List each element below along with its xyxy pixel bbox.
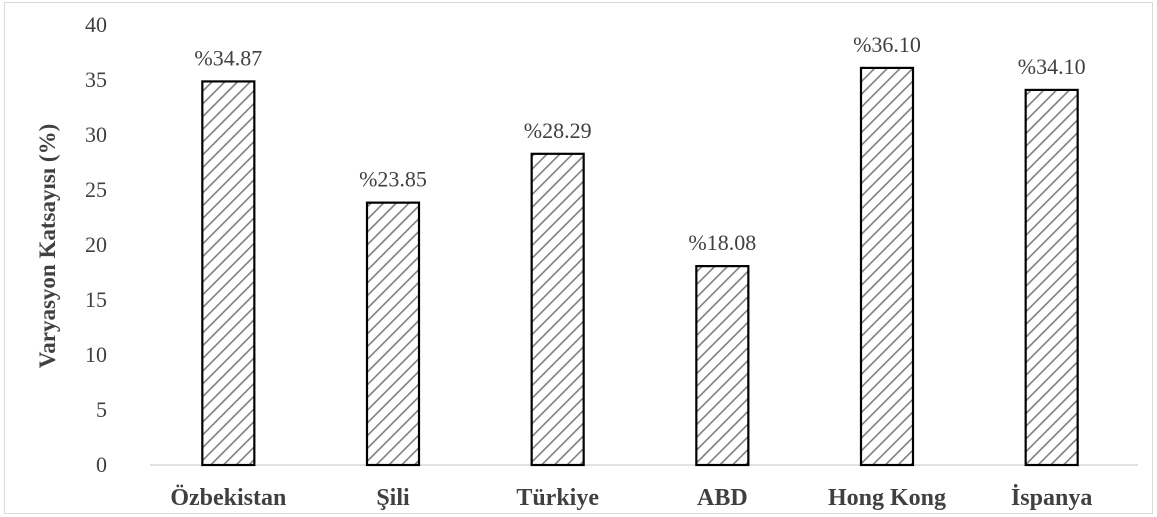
category-label: Özbekistan xyxy=(170,485,286,511)
y-axis-ticks: 0 5 10 15 20 25 30 35 40 xyxy=(85,12,107,477)
y-tick-label: 10 xyxy=(85,342,107,367)
data-label: %18.08 xyxy=(688,230,756,255)
category-label: İspanya xyxy=(1011,485,1092,511)
y-tick-label: 30 xyxy=(85,122,107,147)
category-labels: Özbekistan Şili Türkiye ABD Hong Kong İspanya xyxy=(170,485,1092,511)
y-tick-label: 40 xyxy=(85,12,107,37)
data-labels: %34.87 %23.85 %28.29 %18.08 %36.10 %34.10 xyxy=(194,32,1085,255)
y-axis-title: Varyasyon Katsayısı (%) xyxy=(35,124,60,369)
bars xyxy=(201,66,1079,467)
y-tick-label: 35 xyxy=(85,67,107,92)
bar xyxy=(365,201,421,467)
y-tick-label: 5 xyxy=(96,397,107,422)
category-label: Şili xyxy=(376,485,410,511)
data-label: %34.10 xyxy=(1018,54,1086,79)
bar xyxy=(1024,88,1079,467)
bar xyxy=(201,80,256,467)
y-tick-label: 25 xyxy=(85,177,107,202)
category-label: Türkiye xyxy=(516,485,599,511)
bar xyxy=(695,265,750,467)
bar xyxy=(859,66,915,467)
y-tick-label: 0 xyxy=(96,452,107,477)
bar xyxy=(530,152,585,467)
data-label: %23.85 xyxy=(359,167,427,192)
data-label: %34.87 xyxy=(194,45,262,70)
category-label: ABD xyxy=(697,485,748,511)
y-tick-label: 20 xyxy=(85,232,107,257)
category-label: Hong Kong xyxy=(828,485,946,511)
data-label: %36.10 xyxy=(853,32,921,57)
data-label: %28.29 xyxy=(524,118,592,143)
y-tick-label: 15 xyxy=(85,287,107,312)
